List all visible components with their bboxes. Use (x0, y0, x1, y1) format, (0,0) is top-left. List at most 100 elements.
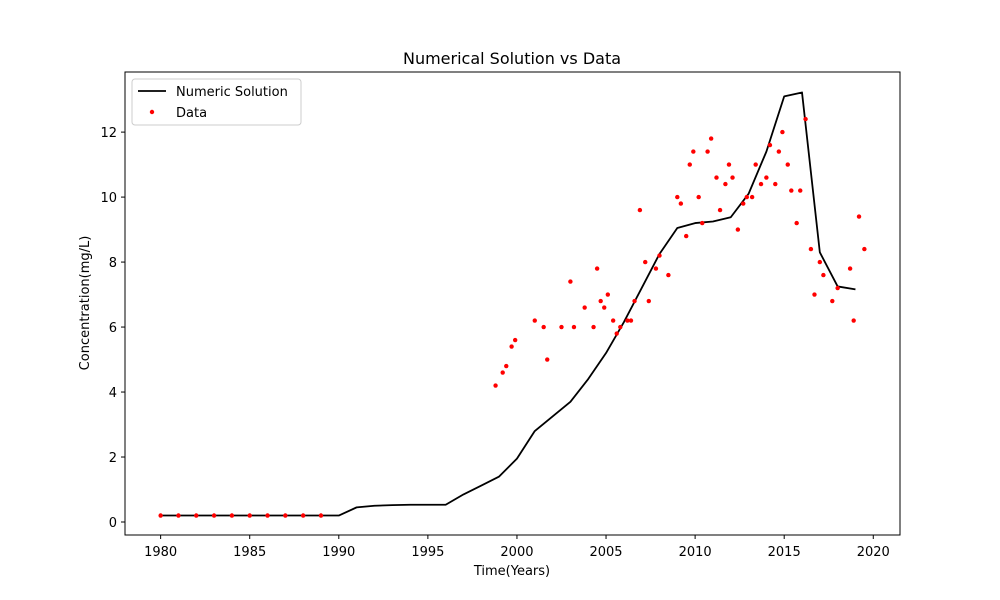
x-tick-label: 2000 (500, 545, 533, 560)
data-point (618, 324, 623, 330)
data-point (767, 142, 773, 148)
x-tick-label: 2020 (857, 545, 890, 560)
data-point (794, 220, 799, 226)
data-point (610, 318, 616, 323)
data-point (675, 194, 680, 200)
data-point (744, 194, 749, 200)
data-point (602, 305, 607, 310)
data-point (628, 318, 634, 323)
data-point (265, 513, 270, 518)
data-point (749, 194, 755, 200)
y-tick-label: 12 (100, 126, 117, 141)
legend: Numeric Solution Data (131, 78, 302, 126)
data-point (211, 513, 217, 518)
x-tick-label: 2010 (679, 545, 712, 560)
data-point (643, 259, 648, 265)
data-point (229, 513, 235, 518)
data-point (758, 181, 764, 187)
data-point (300, 513, 306, 518)
data-point (691, 149, 696, 154)
data-point (598, 298, 603, 304)
data-point (684, 233, 689, 239)
data-point (726, 162, 732, 167)
legend-point-swatch (149, 109, 155, 115)
data-point (764, 175, 769, 180)
y-tick-label: 0 (109, 516, 117, 531)
data-point (735, 227, 741, 232)
x-tick-label: 1985 (233, 545, 266, 560)
y-tick-label: 2 (109, 451, 117, 466)
data-point (856, 214, 862, 219)
data-point (803, 116, 808, 122)
x-tick-label: 1995 (411, 545, 444, 560)
data-point (851, 318, 856, 323)
data-point (646, 298, 651, 304)
data-points (158, 116, 867, 518)
data-point (545, 357, 550, 362)
data-point (247, 513, 252, 518)
data-point (509, 344, 514, 349)
data-point (785, 162, 790, 167)
data-point (700, 220, 705, 226)
data-point (559, 324, 564, 330)
data-point (678, 201, 684, 206)
x-tick-label: 2015 (768, 545, 801, 560)
data-point (821, 272, 826, 278)
data-point (500, 370, 505, 375)
data-point (847, 266, 853, 271)
data-point (714, 175, 719, 180)
data-point (625, 318, 630, 323)
x-tick-label: 1990 (322, 545, 355, 560)
data-point (773, 181, 778, 187)
legend-label-data: Data (176, 106, 207, 121)
data-point (753, 162, 758, 167)
data-point (723, 181, 728, 187)
data-point (582, 305, 587, 310)
data-point (708, 136, 714, 141)
data-point (493, 383, 498, 388)
legend-box (131, 78, 302, 126)
data-point (176, 513, 181, 518)
data-point (532, 318, 537, 323)
data-point (687, 162, 692, 167)
data-point (657, 253, 662, 258)
data-point (696, 194, 701, 200)
data-point (705, 149, 710, 154)
data-point (789, 188, 794, 193)
data-point (594, 266, 600, 271)
data-point (512, 337, 518, 343)
data-point (776, 149, 782, 154)
data-point (862, 246, 867, 252)
plot-area (158, 91, 867, 518)
data-point (614, 331, 619, 336)
data-point (591, 324, 596, 330)
data-point (571, 324, 577, 330)
tick-layer: 1980 1985 1990 1995 2000 2005 2010 2015 2020 0 2 4 6… (100, 126, 889, 560)
axes-frame (124, 71, 901, 536)
data-point (817, 259, 823, 265)
legend-label-numeric-solution: Numeric Solution (176, 85, 288, 100)
data-point (318, 513, 324, 518)
data-point (158, 513, 163, 518)
data-point (666, 272, 671, 278)
y-axis-title: Concentration(mg/L) (78, 236, 93, 371)
data-point (283, 513, 288, 518)
numeric-solution-line (160, 91, 856, 517)
data-point (812, 292, 817, 297)
y-tick-label: 6 (109, 321, 117, 336)
data-point (798, 188, 803, 193)
data-point (780, 129, 785, 135)
data-point (730, 175, 735, 180)
chart-title: Numerical Solution vs Data (403, 49, 621, 68)
data-point (632, 298, 637, 304)
data-point (808, 246, 814, 252)
data-point (637, 207, 643, 213)
x-tick-label: 2005 (589, 545, 622, 560)
y-tick-label: 10 (100, 191, 117, 206)
data-point (717, 207, 723, 213)
data-point (741, 201, 746, 206)
data-point (504, 363, 509, 369)
data-point (653, 266, 659, 271)
data-point (605, 292, 611, 297)
